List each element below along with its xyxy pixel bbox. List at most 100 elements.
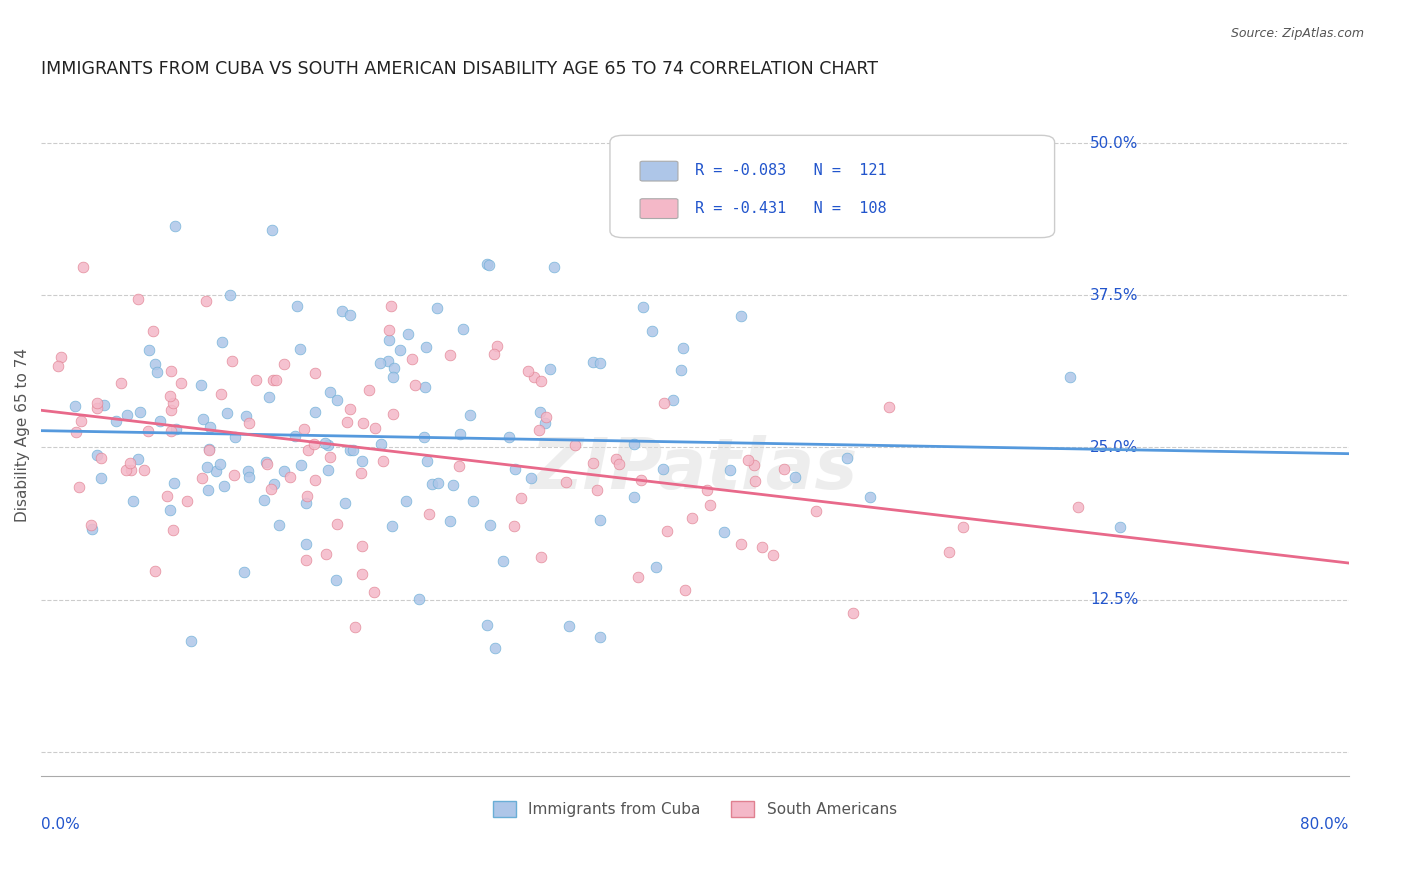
Point bbox=[65, 425, 87, 439]
Point bbox=[245, 373, 267, 387]
Point bbox=[623, 437, 645, 451]
Point bbox=[373, 454, 395, 468]
Point bbox=[233, 565, 256, 579]
Point bbox=[377, 353, 399, 368]
Text: IMMIGRANTS FROM CUBA VS SOUTH AMERICAN DISABILITY AGE 65 TO 74 CORRELATION CHART: IMMIGRANTS FROM CUBA VS SOUTH AMERICAN D… bbox=[41, 60, 879, 78]
Point bbox=[315, 547, 337, 561]
Text: 25.0%: 25.0% bbox=[1090, 440, 1139, 455]
Point bbox=[278, 470, 301, 484]
Point bbox=[859, 491, 882, 505]
Point bbox=[263, 477, 285, 491]
Point bbox=[363, 584, 385, 599]
Point bbox=[314, 436, 336, 450]
Point bbox=[253, 492, 276, 507]
Point bbox=[129, 405, 152, 419]
Point bbox=[208, 458, 231, 472]
Point bbox=[120, 463, 142, 477]
Point bbox=[143, 357, 166, 371]
Point bbox=[503, 462, 526, 476]
Point bbox=[413, 430, 436, 444]
Point bbox=[669, 363, 692, 377]
Point bbox=[357, 383, 380, 397]
Point bbox=[589, 512, 612, 526]
Point bbox=[176, 494, 198, 508]
Point bbox=[589, 356, 612, 370]
Point bbox=[197, 483, 219, 498]
Point bbox=[273, 357, 295, 371]
Point bbox=[543, 260, 565, 275]
Point bbox=[333, 496, 356, 510]
Point bbox=[122, 493, 145, 508]
Point bbox=[352, 416, 374, 430]
Point bbox=[304, 405, 326, 419]
Point bbox=[316, 438, 339, 452]
Point bbox=[534, 410, 557, 425]
Point bbox=[205, 464, 228, 478]
Point bbox=[520, 471, 543, 485]
Point bbox=[134, 463, 156, 477]
Point bbox=[63, 399, 86, 413]
Point bbox=[110, 376, 132, 390]
Point bbox=[142, 324, 165, 338]
Point bbox=[523, 369, 546, 384]
Point bbox=[212, 479, 235, 493]
Point bbox=[879, 400, 901, 414]
Point bbox=[482, 346, 505, 360]
Point bbox=[630, 473, 652, 487]
Point bbox=[222, 467, 245, 482]
Point bbox=[657, 524, 679, 539]
Point bbox=[408, 591, 430, 606]
Point bbox=[86, 396, 108, 410]
Point bbox=[730, 537, 752, 551]
Point bbox=[339, 402, 361, 417]
Point bbox=[335, 416, 357, 430]
Point bbox=[662, 393, 685, 408]
Point bbox=[586, 483, 609, 498]
Point bbox=[422, 477, 444, 491]
Point bbox=[589, 630, 612, 644]
Point bbox=[538, 361, 561, 376]
Point bbox=[350, 466, 373, 480]
Point bbox=[295, 496, 318, 510]
Point bbox=[742, 458, 765, 472]
Point bbox=[190, 378, 212, 392]
Point bbox=[713, 525, 735, 540]
Point bbox=[159, 403, 181, 417]
Point bbox=[640, 324, 662, 338]
Point bbox=[159, 364, 181, 378]
Point bbox=[319, 450, 342, 465]
Point bbox=[1059, 369, 1081, 384]
Point bbox=[159, 503, 181, 517]
Point bbox=[449, 427, 471, 442]
Point bbox=[294, 536, 316, 550]
Point bbox=[631, 300, 654, 314]
Point bbox=[479, 518, 502, 533]
Point bbox=[441, 478, 464, 492]
Point bbox=[744, 474, 766, 488]
Point bbox=[90, 471, 112, 485]
Point bbox=[288, 342, 311, 356]
Point bbox=[238, 416, 260, 430]
Point bbox=[325, 574, 347, 588]
Point bbox=[149, 413, 172, 427]
Point bbox=[492, 554, 515, 568]
Point bbox=[558, 619, 581, 633]
Point bbox=[609, 457, 631, 471]
Point bbox=[510, 491, 533, 505]
Point bbox=[529, 424, 551, 438]
Point bbox=[211, 335, 233, 350]
Point bbox=[350, 566, 373, 581]
Point bbox=[49, 351, 72, 365]
Point bbox=[477, 618, 499, 632]
Point bbox=[138, 343, 160, 357]
Point bbox=[627, 570, 650, 584]
Point bbox=[326, 393, 349, 408]
Point bbox=[163, 219, 186, 234]
Point bbox=[938, 544, 960, 558]
Point bbox=[439, 514, 461, 528]
Point bbox=[115, 409, 138, 423]
Point bbox=[395, 493, 418, 508]
Legend: Immigrants from Cuba, South Americans: Immigrants from Cuba, South Americans bbox=[488, 795, 903, 823]
Point bbox=[352, 454, 374, 468]
Point bbox=[159, 389, 181, 403]
